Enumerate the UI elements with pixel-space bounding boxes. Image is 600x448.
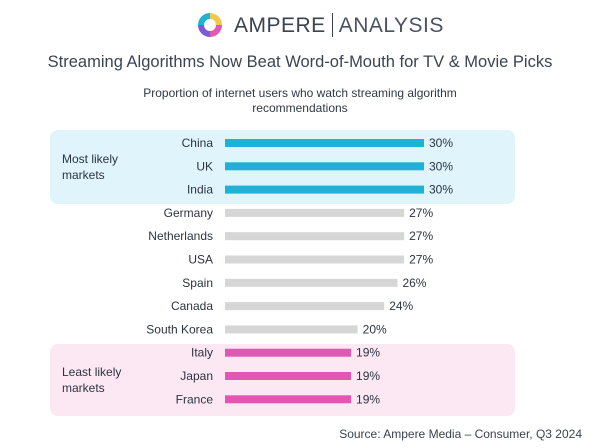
- data-label: 19%: [356, 392, 380, 406]
- category-label: Germany: [164, 206, 213, 220]
- data-label: 24%: [389, 299, 413, 313]
- chart-subtitle: Proportion of internet users who watch s…: [100, 86, 500, 116]
- data-label: 30%: [429, 136, 453, 150]
- most-likely-label-line-2: markets: [62, 168, 105, 182]
- bar: [225, 325, 358, 334]
- brand-divider: [331, 13, 333, 37]
- data-label: 19%: [356, 346, 380, 360]
- bar: [225, 372, 352, 380]
- category-label: Netherlands: [148, 229, 213, 243]
- category-label: Canada: [171, 299, 213, 313]
- bar: [225, 162, 424, 171]
- category-label: India: [187, 183, 213, 197]
- data-label: 27%: [409, 253, 433, 267]
- subtitle-line-2: recommendations: [252, 101, 348, 115]
- source-note: Source: Ampere Media – Consumer, Q3 2024: [339, 427, 582, 441]
- least-likely-label-line-2: markets: [62, 381, 105, 395]
- category-label: Japan: [180, 369, 213, 383]
- chart-title: Streaming Algorithms Now Beat Word-of-Mo…: [47, 53, 553, 71]
- bar: [225, 348, 352, 357]
- category-label: UK: [196, 159, 213, 173]
- data-label: 26%: [402, 276, 426, 290]
- most-likely-label-line-1: Most likely: [62, 152, 119, 166]
- brand-header: AMPERE ANALYSIS: [0, 9, 600, 43]
- data-label: 20%: [363, 322, 387, 336]
- data-label: 30%: [429, 183, 453, 197]
- category-label: France: [176, 392, 214, 406]
- brand-name-secondary: ANALYSIS: [338, 14, 444, 38]
- category-label: Italy: [191, 346, 213, 360]
- brand-name-primary: AMPERE: [234, 14, 326, 38]
- brand-wordmark: AMPERE ANALYSIS: [234, 13, 444, 39]
- bar: [225, 232, 405, 241]
- ampere-logo-icon: [198, 13, 222, 37]
- data-label: 27%: [409, 206, 433, 220]
- bar: [225, 395, 352, 404]
- least-likely-label: Least likely markets: [62, 364, 121, 396]
- category-label: Spain: [182, 276, 213, 290]
- bar: [225, 278, 398, 287]
- bar: [225, 208, 405, 217]
- data-label: 19%: [356, 369, 380, 383]
- category-label: South Korea: [146, 322, 213, 336]
- data-label: 27%: [409, 229, 433, 243]
- bar: [225, 185, 424, 194]
- subtitle-line-1: Proportion of internet users who watch s…: [143, 86, 457, 100]
- category-label: China: [182, 136, 214, 150]
- most-likely-label: Most likely markets: [62, 151, 118, 183]
- category-label: USA: [188, 253, 213, 267]
- least-likely-label-line-1: Least likely: [62, 365, 122, 379]
- bar: [225, 139, 424, 147]
- data-label: 30%: [429, 159, 453, 173]
- bar: [225, 255, 405, 264]
- bar: [225, 302, 385, 311]
